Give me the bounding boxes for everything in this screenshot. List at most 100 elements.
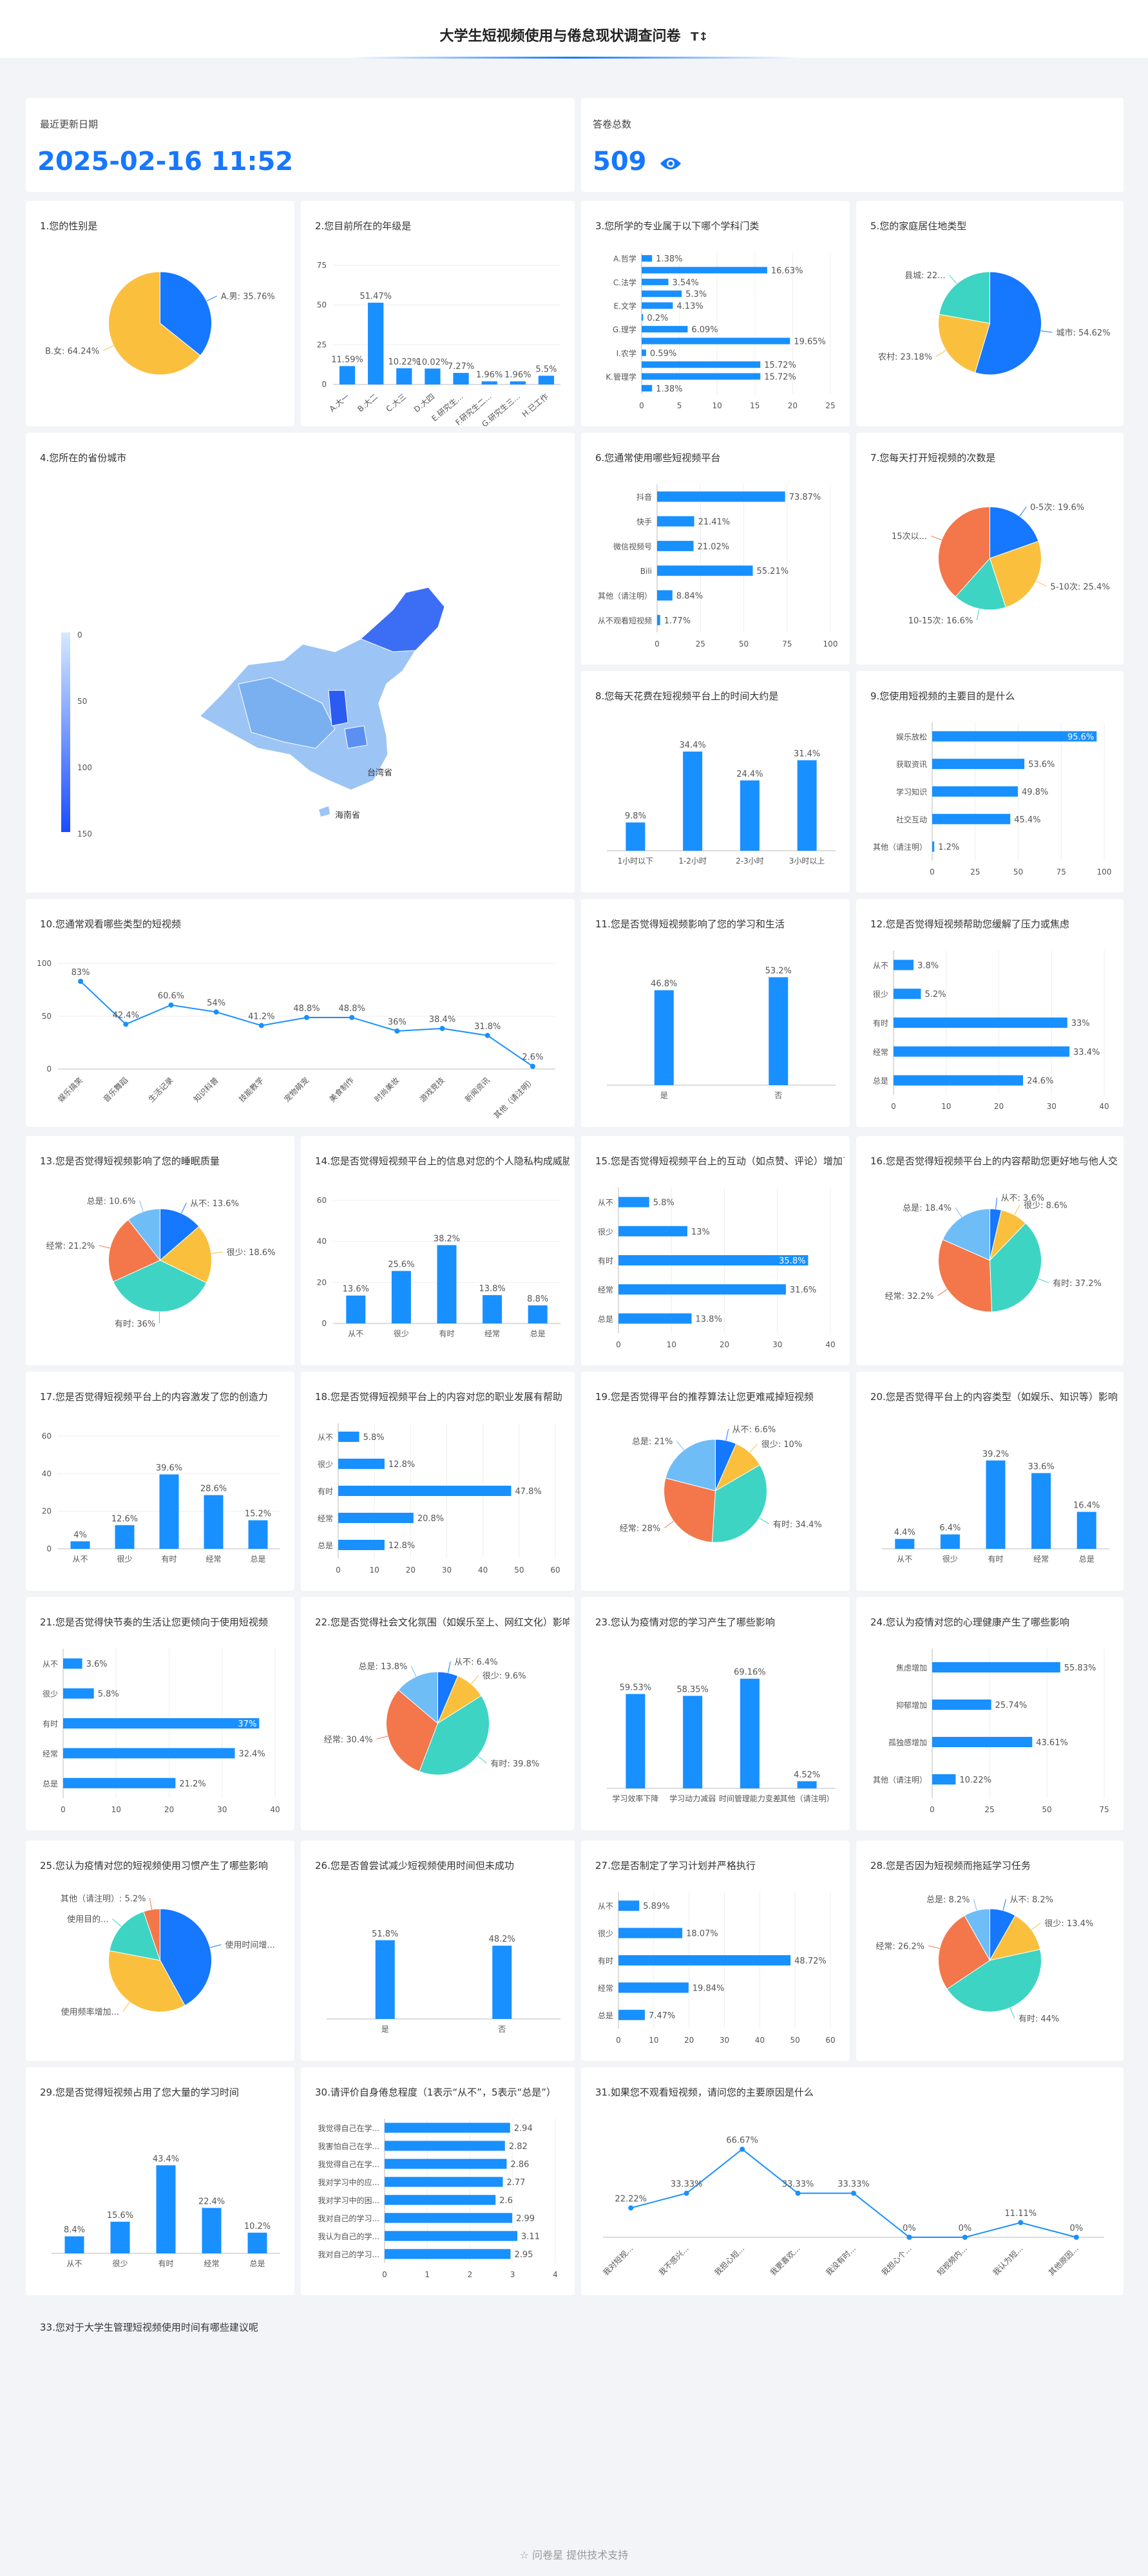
chart-card-15: 15.您是否觉得短视频平台上的互动（如点赞、评论）增加了您的社交满足感 0 10 20… <box>581 1136 850 1365</box>
bar <box>618 1197 649 1208</box>
data-point <box>213 1009 219 1015</box>
bar <box>642 349 646 356</box>
bar <box>385 2141 505 2151</box>
data-label: 83% <box>72 968 90 978</box>
x-tick-label: 20 <box>164 1805 174 1814</box>
bar <box>797 760 817 851</box>
y-tick-label: 从不 <box>598 1902 613 1911</box>
map-region[interactable] <box>328 690 349 726</box>
data-label: 38.2% <box>434 1234 460 1244</box>
data-label: 1.2% <box>938 843 959 853</box>
y-tick-label: 50 <box>42 1012 52 1021</box>
pie-label: 从不: 8.2% <box>1009 1895 1053 1905</box>
y-tick-label: 经常 <box>598 1984 613 1993</box>
x-tick-label: 30 <box>217 1805 227 1814</box>
chart-svg: 0 10 20 30 40 50 60 5.8% 从不 12.8% 很少 47.8% 有时 20.8% 经常… <box>318 1423 560 1575</box>
bar <box>1076 1511 1096 1549</box>
text-size-icon[interactable]: T↕ <box>691 30 709 44</box>
x-tick-label: 很少 <box>942 1555 958 1564</box>
bar <box>618 1982 689 1993</box>
x-tick-label: 3 <box>510 2270 515 2279</box>
data-label: 46.8% <box>651 980 677 989</box>
data-label: 6.4% <box>939 1524 961 1533</box>
x-tick-label: 10 <box>667 1340 676 1349</box>
data-label: 3.54% <box>672 278 698 288</box>
chart-title: 2.您目前所在的年级是 <box>315 220 412 232</box>
data-label: 43.61% <box>1036 1738 1068 1748</box>
y-tick-label: 很少 <box>598 1227 613 1236</box>
y-tick-label: 很少 <box>873 990 888 999</box>
pie-slice <box>989 1915 1041 1961</box>
data-label: 28.6% <box>200 1484 227 1494</box>
pie-leader-line <box>1014 1204 1020 1215</box>
data-label: 32.4% <box>238 1749 265 1759</box>
data-label: 8.4% <box>64 2226 85 2235</box>
chart-card-29: 29.您是否觉得短视频占用了您大量的学习时间 8.4% 从不 15.6% 很少 43.4%… <box>26 2067 294 2295</box>
chart-title: 29.您是否觉得短视频占用了您大量的学习时间 <box>40 2087 239 2098</box>
x-tick-label: 0 <box>616 2036 621 2045</box>
map-region[interactable] <box>344 725 368 749</box>
x-tick-label: B.大二 <box>356 392 379 414</box>
map-legend-label: 150 <box>77 829 92 838</box>
data-point <box>795 2190 801 2196</box>
pie-leader-line <box>759 1517 770 1524</box>
chart-card-27: 27.您是否制定了学习计划并严格执行 0 10 20 30 40 50 60 5.89% 从不 18… <box>581 1841 850 2061</box>
data-label: 39.6% <box>156 1464 182 1473</box>
bar <box>115 1525 135 1549</box>
chart-card-22: 22.您是否觉得社会文化氛围（如娱乐至上、网红文化）影响了您的使用从不: 6.4… <box>301 1597 575 1830</box>
data-label: 11.59% <box>331 355 363 365</box>
bar <box>483 1295 502 1323</box>
pie-slice <box>108 271 201 375</box>
data-label: 18.07% <box>686 1929 718 1939</box>
pie-slice <box>160 1908 212 2006</box>
pie-leader-line <box>930 535 942 540</box>
bar <box>63 1777 176 1788</box>
chart-title: 14.您是否觉得短视频平台上的信息对您的个人隐私构成威胁 <box>315 1155 569 1167</box>
data-label: 4.52% <box>794 1770 820 1780</box>
chart-title: 23.您认为疫情对您的学习产生了哪些影响 <box>595 1616 775 1628</box>
chart-svg: 0 10 20 30 40 5.8% 从不 13% 很少 35.8% 有时 31.6% 经常 13.8% 总… <box>598 1188 836 1349</box>
chart-title: 4.您所在的省份城市 <box>40 452 127 464</box>
pie-label: 10-15次: 16.6% <box>908 616 973 626</box>
data-point <box>349 1014 355 1020</box>
data-label: 5.5% <box>535 365 557 374</box>
pie-label: 从不: 6.4% <box>454 1658 498 1667</box>
pie-leader-line <box>995 1197 998 1209</box>
x-tick-label: 从不 <box>72 1555 88 1564</box>
x-tick-label: 40 <box>270 1805 280 1814</box>
y-tick-label: 社交互动 <box>896 815 927 824</box>
map-island[interactable] <box>319 806 330 817</box>
chart-card-4: 4.您所在的省份城市 0 50 100 150 海南省 台湾省 <box>26 433 575 893</box>
data-label: 2.86 <box>510 2160 529 2170</box>
response-count-card: 答卷总数 509 <box>581 98 1124 192</box>
x-tick-label: 是 <box>381 2025 389 2034</box>
data-label: 35.8% <box>779 1256 805 1266</box>
data-label: 53.6% <box>1028 760 1055 770</box>
map-region[interactable] <box>360 587 445 652</box>
eye-icon[interactable] <box>659 148 682 178</box>
data-label: 5.8% <box>98 1690 119 1700</box>
x-tick-label: 0 <box>930 867 935 876</box>
y-tick-label: 总是 <box>873 1077 888 1086</box>
x-tick-label: 30 <box>720 2036 729 2045</box>
bar <box>932 1662 1060 1672</box>
bar <box>538 375 555 384</box>
x-tick-label: 否 <box>774 1091 782 1100</box>
map-region[interactable] <box>238 677 336 749</box>
pie-slice <box>397 1671 438 1725</box>
response-count-value: 509 <box>593 147 682 178</box>
data-label: 55.21% <box>757 567 789 576</box>
x-tick-label: 其他（请注明） <box>492 1075 537 1121</box>
x-tick-label: 美食制作 <box>327 1075 356 1104</box>
chart-svg: 4.4% 从不 6.4% 很少 39.2% 有时 33.6% 经常 16.4% 总是 <box>882 1450 1109 1564</box>
x-tick-label: 0 <box>655 639 660 649</box>
x-tick-label: 20 <box>684 2036 694 2045</box>
data-label: 2.77 <box>507 2178 526 2188</box>
data-label: 2.94 <box>514 2124 533 2134</box>
pie-leader-line <box>376 1736 388 1739</box>
y-tick-label: 75 <box>317 261 327 270</box>
x-tick-label: 音乐舞蹈 <box>101 1075 130 1104</box>
chart-title: 5.您的家庭居住地类型 <box>870 220 967 232</box>
data-point <box>530 1063 535 1069</box>
data-label: 0% <box>903 2224 916 2233</box>
